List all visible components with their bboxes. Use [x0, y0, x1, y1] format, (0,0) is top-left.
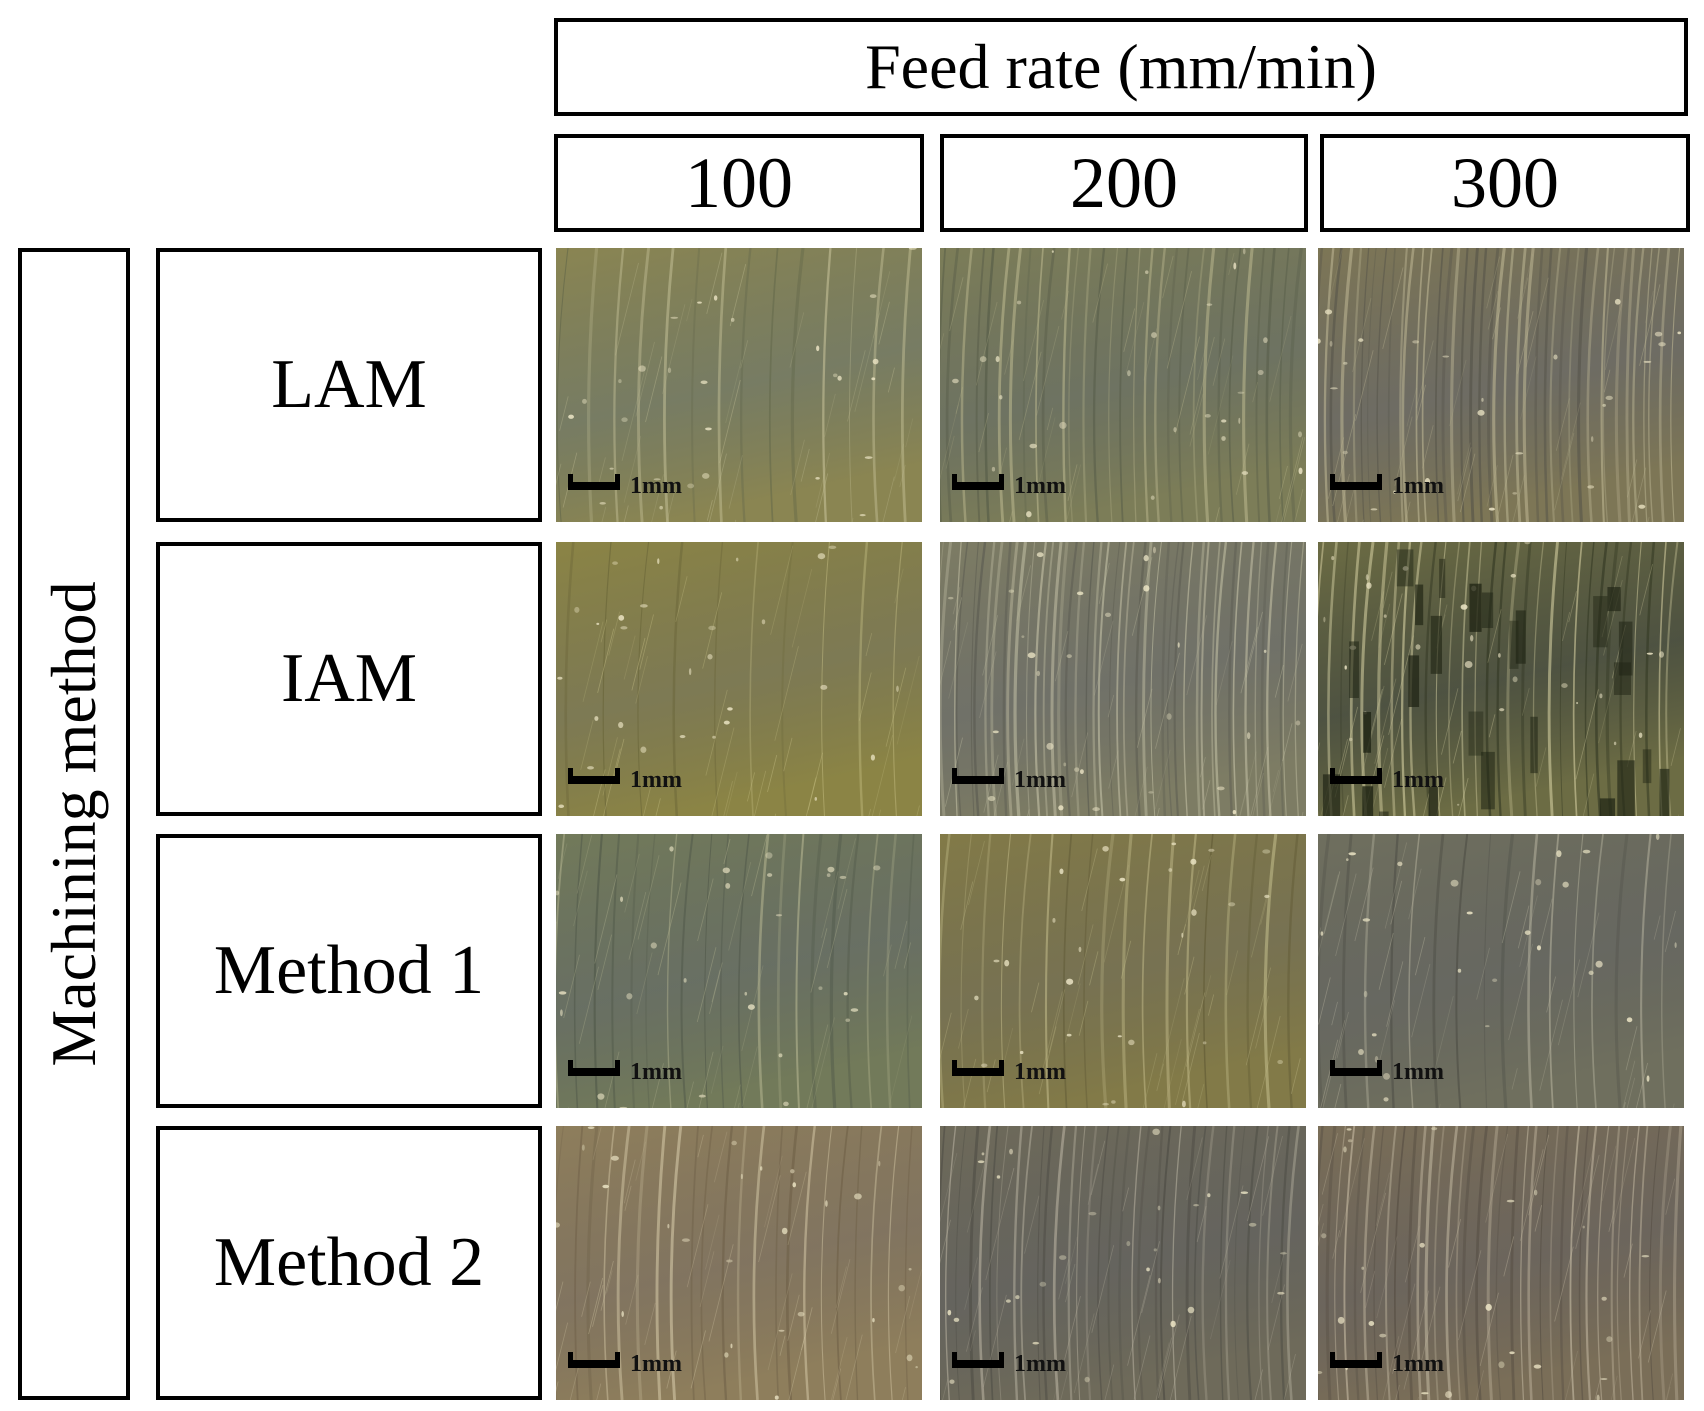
- scale-bar-label: 1mm: [1014, 1059, 1066, 1085]
- column-header-100: 100: [554, 134, 924, 232]
- scale-bar: 1mm: [568, 474, 682, 498]
- scale-bar-label: 1mm: [1392, 767, 1444, 793]
- surface-image-lam-200: 1mm: [940, 248, 1306, 522]
- row-label-iam: IAM: [156, 542, 542, 816]
- row-label-method-1: Method 1: [156, 834, 542, 1108]
- machining-method-label: Machining method: [38, 581, 109, 1067]
- row-label-text: Method 2: [213, 1224, 485, 1301]
- scale-bar: 1mm: [952, 768, 1066, 792]
- scale-bar-label: 1mm: [1392, 473, 1444, 499]
- surface-image-method-2-200: 1mm: [940, 1126, 1306, 1400]
- machining-method-axis: Machining method: [18, 248, 130, 1400]
- surface-image-iam-200: 1mm: [940, 542, 1306, 816]
- scale-bar-label: 1mm: [1014, 767, 1066, 793]
- surface-image-method-1-300: 1mm: [1318, 834, 1684, 1108]
- surface-image-iam-100: 1mm: [556, 542, 922, 816]
- column-header-300: 300: [1320, 134, 1690, 232]
- scale-bar-label: 1mm: [1014, 473, 1066, 499]
- surface-image-method-2-300: 1mm: [1318, 1126, 1684, 1400]
- row-label-text: Method 1: [213, 932, 485, 1009]
- scale-bar: 1mm: [952, 1060, 1066, 1084]
- scale-bar-label: 1mm: [1392, 1351, 1444, 1377]
- column-header-200: 200: [940, 134, 1308, 232]
- row-label-text: IAM: [280, 640, 418, 717]
- surface-image-lam-300: 1mm: [1318, 248, 1684, 522]
- scale-bar: 1mm: [1330, 1352, 1444, 1376]
- surface-image-lam-100: 1mm: [556, 248, 922, 522]
- scale-bar: 1mm: [952, 1352, 1066, 1376]
- surface-image-method-2-100: 1mm: [556, 1126, 922, 1400]
- scale-bar: 1mm: [1330, 768, 1444, 792]
- scale-bar: 1mm: [568, 1352, 682, 1376]
- row-label-method-2: Method 2: [156, 1126, 542, 1400]
- feed-rate-header-label: Feed rate (mm/min): [865, 31, 1377, 102]
- scale-bar: 1mm: [568, 768, 682, 792]
- surface-image-method-1-200: 1mm: [940, 834, 1306, 1108]
- scale-bar: 1mm: [1330, 1060, 1444, 1084]
- column-header-label: 100: [685, 143, 793, 223]
- column-header-label: 200: [1070, 143, 1178, 223]
- scale-bar-label: 1mm: [630, 767, 682, 793]
- scale-bar-label: 1mm: [630, 1351, 682, 1377]
- feed-rate-header: Feed rate (mm/min): [554, 18, 1688, 116]
- scale-bar-label: 1mm: [630, 473, 682, 499]
- scale-bar-label: 1mm: [630, 1059, 682, 1085]
- column-header-label: 300: [1451, 143, 1559, 223]
- row-label-text: LAM: [271, 346, 427, 423]
- scale-bar-label: 1mm: [1014, 1351, 1066, 1377]
- scale-bar-label: 1mm: [1392, 1059, 1444, 1085]
- row-label-lam: LAM: [156, 248, 542, 522]
- scale-bar: 1mm: [568, 1060, 682, 1084]
- surface-image-iam-300: 1mm: [1318, 542, 1684, 816]
- surface-image-method-1-100: 1mm: [556, 834, 922, 1108]
- scale-bar: 1mm: [952, 474, 1066, 498]
- scale-bar: 1mm: [1330, 474, 1444, 498]
